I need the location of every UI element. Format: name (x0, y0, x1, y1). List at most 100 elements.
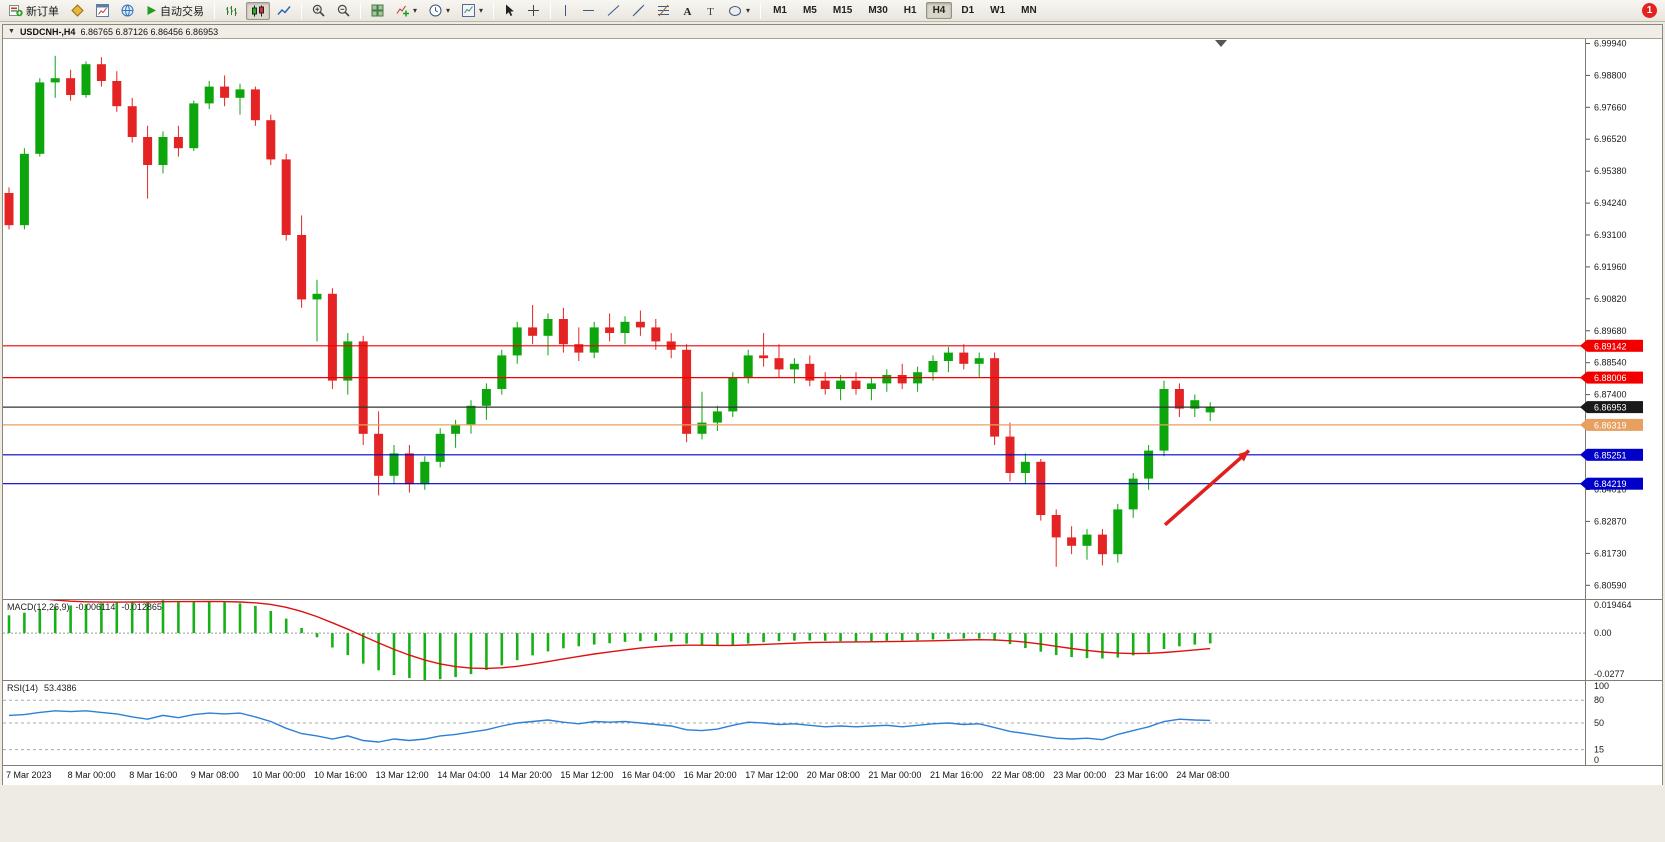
price-marker-label: 6.86953 (1594, 403, 1627, 413)
new-order-button[interactable]: 新订单 (4, 2, 64, 20)
hline-icon (582, 6, 595, 15)
price-marker-box (1587, 371, 1643, 384)
cursor-button[interactable] (499, 2, 520, 20)
chart-shift-marker[interactable] (1215, 40, 1227, 47)
macd-pane[interactable]: MACD(12,26,9) -0.006114 -0.012865 0.0194… (3, 599, 1662, 680)
price-chart-canvas[interactable]: 6.99940 6.98800 6.97660 6.96520 6.95380 6.942… (3, 39, 1662, 599)
indicators-button[interactable]: ▾ (391, 2, 422, 20)
horizontal-line-button[interactable] (577, 2, 600, 20)
time-axis-label: 13 Mar 12:00 (375, 770, 429, 780)
price-marker-pointer (1580, 339, 1587, 352)
candlestick-type-button[interactable] (246, 1, 270, 20)
timeframe-button-h4[interactable]: H4 (925, 2, 953, 19)
trendline-button[interactable] (602, 2, 625, 20)
crosshair-button[interactable] (522, 2, 545, 20)
tile-icon (371, 4, 384, 17)
svg-text:6.88540: 6.88540 (1594, 358, 1627, 368)
svg-text:A: A (684, 6, 692, 17)
trend-arrow-annotation[interactable] (1163, 449, 1251, 527)
autotrading-button-label: 自动交易 (160, 5, 204, 18)
svg-text:6.87400: 6.87400 (1594, 390, 1627, 400)
price-marker-box (1587, 339, 1643, 352)
dropdown-arrow-icon[interactable]: ▾ (746, 6, 751, 15)
macd-label: MACD(12,26,9) -0.006114 -0.012865 (7, 602, 162, 612)
market-watch-button[interactable] (116, 2, 139, 20)
main-price-pane[interactable]: 6.99940 6.98800 6.97660 6.96520 6.95380 6.942… (3, 39, 1662, 599)
dropdown-arrow-icon[interactable]: ▾ (479, 6, 484, 15)
rsi-canvas[interactable]: 100 80 50 150 (3, 681, 1662, 765)
svg-text:6.81730: 6.81730 (1594, 548, 1627, 558)
chart-title-bar[interactable]: ▼ USDCNH-,H4 6.86765 6.87126 6.86456 6.8… (3, 25, 1662, 39)
svg-text:6.99940: 6.99940 (1594, 39, 1627, 49)
svg-text:6.98800: 6.98800 (1594, 70, 1627, 80)
price-marker-box (1587, 448, 1643, 461)
macd-signal-line (47, 600, 1211, 670)
play-icon (146, 5, 157, 16)
timeframe-button-m30[interactable]: M30 (868, 5, 888, 16)
time-axis-label: 24 Mar 08:00 (1176, 770, 1230, 780)
candles-icon (251, 5, 265, 17)
rsi-value: 53.4386 (44, 683, 77, 693)
template-icon (462, 4, 476, 17)
timeframe-button-w1[interactable]: W1 (990, 5, 1006, 16)
toolbar-separator (493, 2, 495, 19)
chart-window: ▼ USDCNH-,H4 6.86765 6.87126 6.86456 6.8… (2, 24, 1663, 785)
price-marker-pointer (1580, 448, 1587, 461)
shapes-icon (728, 5, 742, 17)
chart-menu-icon[interactable]: ▼ (8, 28, 15, 35)
price-marker-box (1587, 418, 1643, 431)
svg-text:50: 50 (1594, 718, 1604, 728)
svg-text:6.82870: 6.82870 (1594, 516, 1627, 526)
new-chart-button[interactable] (91, 2, 114, 20)
autotrading-button[interactable]: 自动交易 (141, 2, 209, 20)
timeframe-button-d1[interactable]: D1 (961, 5, 975, 16)
timeframe-button-m5[interactable]: M5 (802, 5, 817, 16)
timeframe-button-m15[interactable]: M15 (832, 5, 853, 16)
zoom-out-button[interactable] (332, 2, 355, 20)
label-button[interactable]: T (700, 2, 721, 20)
fibonacci-button[interactable] (652, 2, 675, 20)
zoom-in-button[interactable] (307, 2, 330, 20)
rsi-pane[interactable]: RSI(14) 53.4386 100 80 50 15 0 (3, 680, 1662, 765)
time-axis-label: 16 Mar 04:00 (622, 770, 676, 780)
cursor-icon (504, 4, 515, 17)
text-button[interactable]: A (677, 2, 698, 20)
top-toolbar: 新订单 自动交易 ▾ ▾ ▾ A T ▾ M1 M5 M15 M30 H1 H4 D1 W1 MN 1 (0, 0, 1665, 22)
rsi-axis[interactable]: 100 80 50 150 (1594, 681, 1609, 765)
notification-badge[interactable]: 1 (1642, 3, 1657, 18)
dropdown-arrow-icon[interactable]: ▾ (446, 6, 451, 15)
tile-windows-button[interactable] (366, 2, 389, 20)
timeframe-button-h1[interactable]: H1 (903, 5, 917, 16)
periods-button[interactable]: ▾ (424, 2, 455, 20)
shapes-button[interactable]: ▾ (723, 2, 755, 20)
time-axis-label: 15 Mar 12:00 (560, 770, 614, 780)
macd-indicator-name: MACD(12,26,9) (7, 602, 70, 612)
channel-button[interactable] (627, 2, 650, 20)
chart-ohlc-readout: 6.86765 6.87126 6.86456 6.86953 (80, 26, 219, 37)
macd-canvas[interactable]: 0.019464 0.00 -0.0277 (3, 600, 1662, 680)
toolbar-separator (360, 2, 361, 19)
svg-text:0.019464: 0.019464 (1594, 600, 1632, 610)
price-marker-pointer (1580, 418, 1587, 431)
timeframe-button-mn[interactable]: MN (1021, 5, 1037, 16)
price-axis[interactable]: 6.99940 6.98800 6.97660 6.96520 6.95380 6.942… (1580, 39, 1643, 590)
time-axis[interactable]: 7 Mar 2023 8 Mar 00:00 8 Mar 16:00 9 Mar 08… (3, 765, 1662, 785)
chart-symbol-timeframe: USDCNH-,H4 (19, 26, 76, 37)
timeframe-button-m1[interactable]: M1 (773, 5, 787, 16)
vertical-line-button[interactable] (556, 2, 575, 20)
line-chart-type-button[interactable] (272, 2, 296, 20)
price-marker-box (1587, 401, 1643, 414)
macd-value-main: -0.006114 (75, 602, 116, 612)
rsi-indicator-name: RSI(14) (7, 683, 39, 693)
price-marker-label: 6.86319 (1594, 420, 1627, 430)
macd-axis[interactable]: 0.019464 0.00 -0.0277 (1594, 600, 1632, 679)
trend-arrow-head (1237, 450, 1249, 462)
bar-chart-type-button[interactable] (220, 2, 244, 20)
toolbar-separator (550, 2, 552, 19)
dropdown-arrow-icon[interactable]: ▾ (413, 6, 418, 15)
templates-button[interactable]: ▾ (457, 2, 488, 20)
time-axis-label: 21 Mar 00:00 (868, 770, 922, 780)
time-axis-label: 8 Mar 00:00 (67, 770, 116, 780)
svg-text:6.95380: 6.95380 (1594, 166, 1627, 176)
profiles-button[interactable] (66, 2, 89, 20)
